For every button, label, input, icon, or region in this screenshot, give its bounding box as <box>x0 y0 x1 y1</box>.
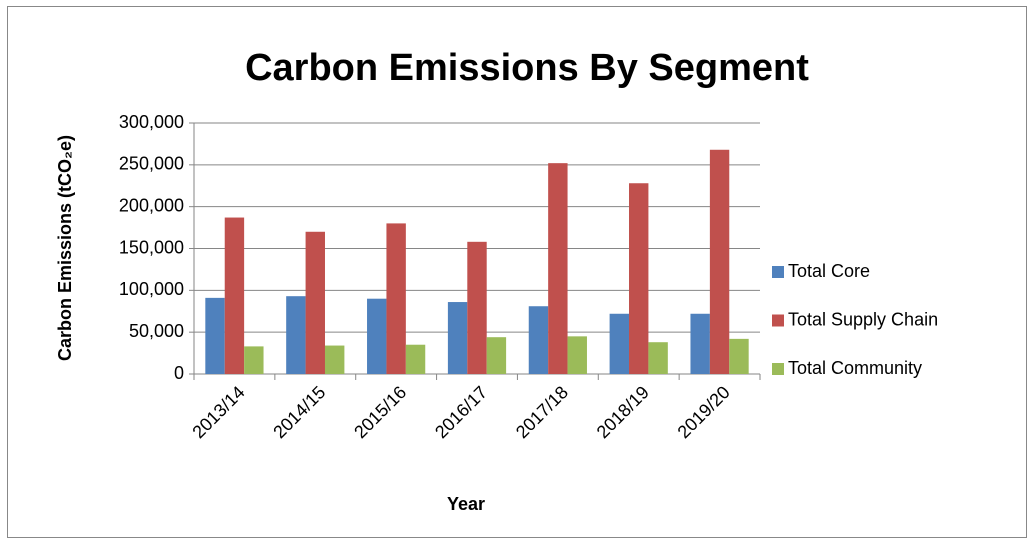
bar <box>548 163 568 374</box>
y-tick-label: 50,000 <box>129 321 184 341</box>
legend-swatch <box>772 363 784 375</box>
bar <box>567 336 587 374</box>
bar <box>709 149 730 374</box>
y-tick-label: 300,000 <box>119 112 184 132</box>
legend-label: Total Core <box>788 261 870 281</box>
chart-title: Carbon Emissions By Segment <box>245 47 809 89</box>
bar <box>367 298 387 374</box>
legend-label: Total Community <box>788 358 922 378</box>
y-tick-label: 100,000 <box>119 279 184 299</box>
bar <box>629 183 649 374</box>
bar <box>447 302 468 374</box>
bar <box>324 345 345 374</box>
y-axis-label: Carbon Emissions (tCO₂e) <box>55 135 75 361</box>
bar <box>286 296 306 374</box>
legend-swatch <box>772 314 784 327</box>
y-tick-label: 250,000 <box>119 154 184 174</box>
y-tick-label: 200,000 <box>119 195 184 215</box>
bar <box>405 344 426 374</box>
legend-swatch <box>772 266 784 278</box>
y-tick-label: 0 <box>174 363 184 383</box>
y-tick-label: 150,000 <box>119 237 184 257</box>
bar <box>729 338 749 374</box>
x-axis-label: Year <box>447 494 485 514</box>
bar <box>648 342 668 374</box>
chart-border <box>7 6 1027 538</box>
bar <box>305 231 325 374</box>
bar <box>386 223 406 374</box>
bar <box>609 313 630 374</box>
bar <box>690 313 710 374</box>
bar <box>224 217 245 374</box>
bar <box>244 346 264 374</box>
bar <box>486 337 507 374</box>
bar <box>528 306 549 374</box>
bar <box>205 297 225 374</box>
legend-label: Total Supply Chain <box>788 309 938 329</box>
bar <box>467 241 487 374</box>
